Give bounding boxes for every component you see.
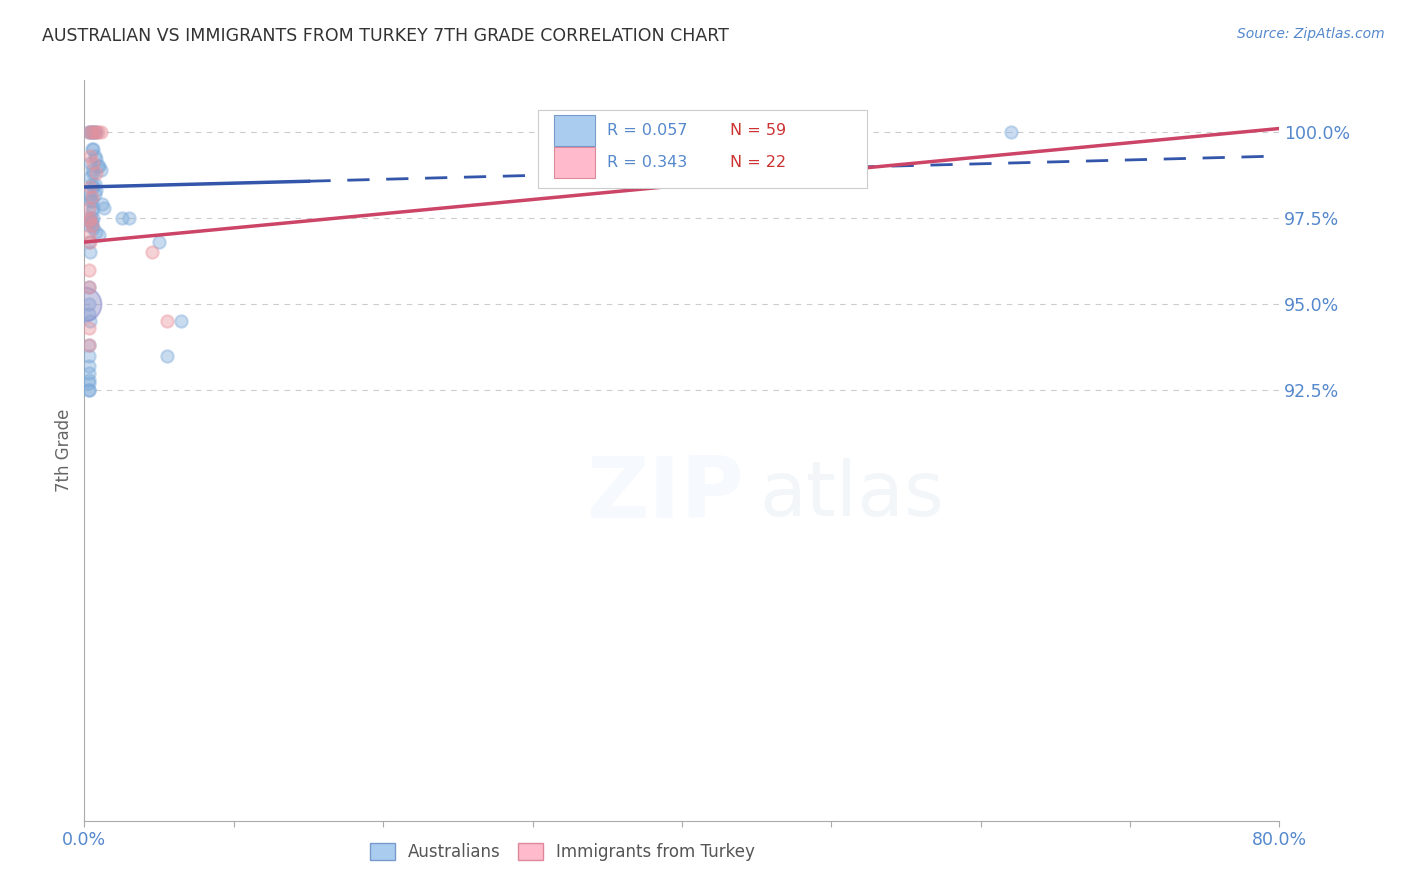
Point — [82, 180, 104, 194]
Point — [1000, 125, 1022, 139]
Point — [170, 314, 193, 328]
Point — [83, 177, 105, 191]
Point — [77, 359, 100, 373]
Point — [77, 214, 100, 228]
Text: Source: ZipAtlas.com: Source: ZipAtlas.com — [1237, 27, 1385, 41]
Point — [79, 314, 101, 328]
Point — [77, 186, 100, 201]
Point — [79, 169, 101, 184]
Point — [73, 297, 96, 311]
Point — [90, 125, 112, 139]
Point — [82, 221, 104, 235]
Point — [77, 366, 100, 380]
Point — [155, 314, 177, 328]
Point — [82, 211, 104, 225]
Point — [86, 225, 108, 239]
Point — [83, 149, 105, 163]
Point — [77, 373, 100, 387]
Point — [82, 166, 104, 180]
Point — [79, 149, 101, 163]
Point — [77, 201, 100, 215]
Point — [86, 184, 108, 198]
Point — [77, 338, 100, 352]
Point — [77, 235, 100, 249]
Point — [89, 228, 111, 243]
Point — [79, 190, 101, 204]
Point — [93, 201, 115, 215]
Point — [80, 142, 103, 156]
Point — [91, 197, 114, 211]
Point — [118, 211, 141, 225]
Point — [77, 321, 100, 335]
Point — [80, 190, 103, 204]
Point — [79, 194, 101, 208]
Point — [83, 125, 105, 139]
Point — [77, 280, 100, 294]
Point — [77, 125, 100, 139]
Point — [80, 218, 103, 232]
Point — [77, 308, 100, 322]
Point — [89, 160, 111, 174]
Text: R = 0.343: R = 0.343 — [606, 155, 688, 170]
Point — [77, 262, 100, 277]
Point — [77, 383, 100, 397]
Point — [80, 162, 103, 177]
Point — [148, 235, 170, 249]
Point — [90, 162, 112, 177]
Point — [79, 156, 101, 170]
Point — [82, 142, 104, 156]
Text: AUSTRALIAN VS IMMIGRANTS FROM TURKEY 7TH GRADE CORRELATION CHART: AUSTRALIAN VS IMMIGRANTS FROM TURKEY 7TH… — [42, 27, 730, 45]
Point — [83, 125, 105, 139]
Point — [77, 280, 100, 294]
Point — [77, 383, 100, 397]
Text: R = 0.057: R = 0.057 — [606, 123, 688, 138]
Point — [77, 125, 100, 139]
Text: ZIP: ZIP — [586, 453, 744, 536]
Point — [80, 214, 103, 228]
Point — [77, 338, 100, 352]
Point — [80, 125, 103, 139]
Point — [80, 194, 103, 208]
Point — [80, 177, 103, 191]
Point — [87, 125, 110, 139]
Point — [79, 125, 101, 139]
Text: N = 22: N = 22 — [730, 155, 786, 170]
Point — [82, 156, 104, 170]
Point — [79, 211, 101, 225]
FancyBboxPatch shape — [554, 115, 595, 146]
Point — [79, 245, 101, 260]
Point — [87, 160, 110, 174]
Point — [79, 235, 101, 249]
Point — [80, 204, 103, 219]
Point — [79, 180, 101, 194]
Point — [86, 153, 108, 167]
FancyBboxPatch shape — [538, 110, 868, 187]
Point — [77, 218, 100, 232]
Point — [80, 218, 103, 232]
Point — [111, 211, 134, 225]
Text: N = 59: N = 59 — [730, 123, 786, 138]
Point — [155, 349, 177, 363]
Point — [82, 125, 104, 139]
Point — [86, 166, 108, 180]
Point — [86, 125, 108, 139]
Point — [80, 125, 103, 139]
Point — [77, 297, 100, 311]
Y-axis label: 7th Grade: 7th Grade — [55, 409, 73, 492]
Legend: Australians, Immigrants from Turkey: Australians, Immigrants from Turkey — [363, 837, 762, 868]
Point — [77, 349, 100, 363]
Point — [77, 228, 100, 243]
Point — [79, 214, 101, 228]
Text: atlas: atlas — [759, 458, 945, 532]
Point — [77, 376, 100, 391]
Point — [141, 245, 163, 260]
Point — [83, 186, 105, 201]
Point — [82, 201, 104, 215]
Point — [79, 211, 101, 225]
FancyBboxPatch shape — [554, 147, 595, 178]
